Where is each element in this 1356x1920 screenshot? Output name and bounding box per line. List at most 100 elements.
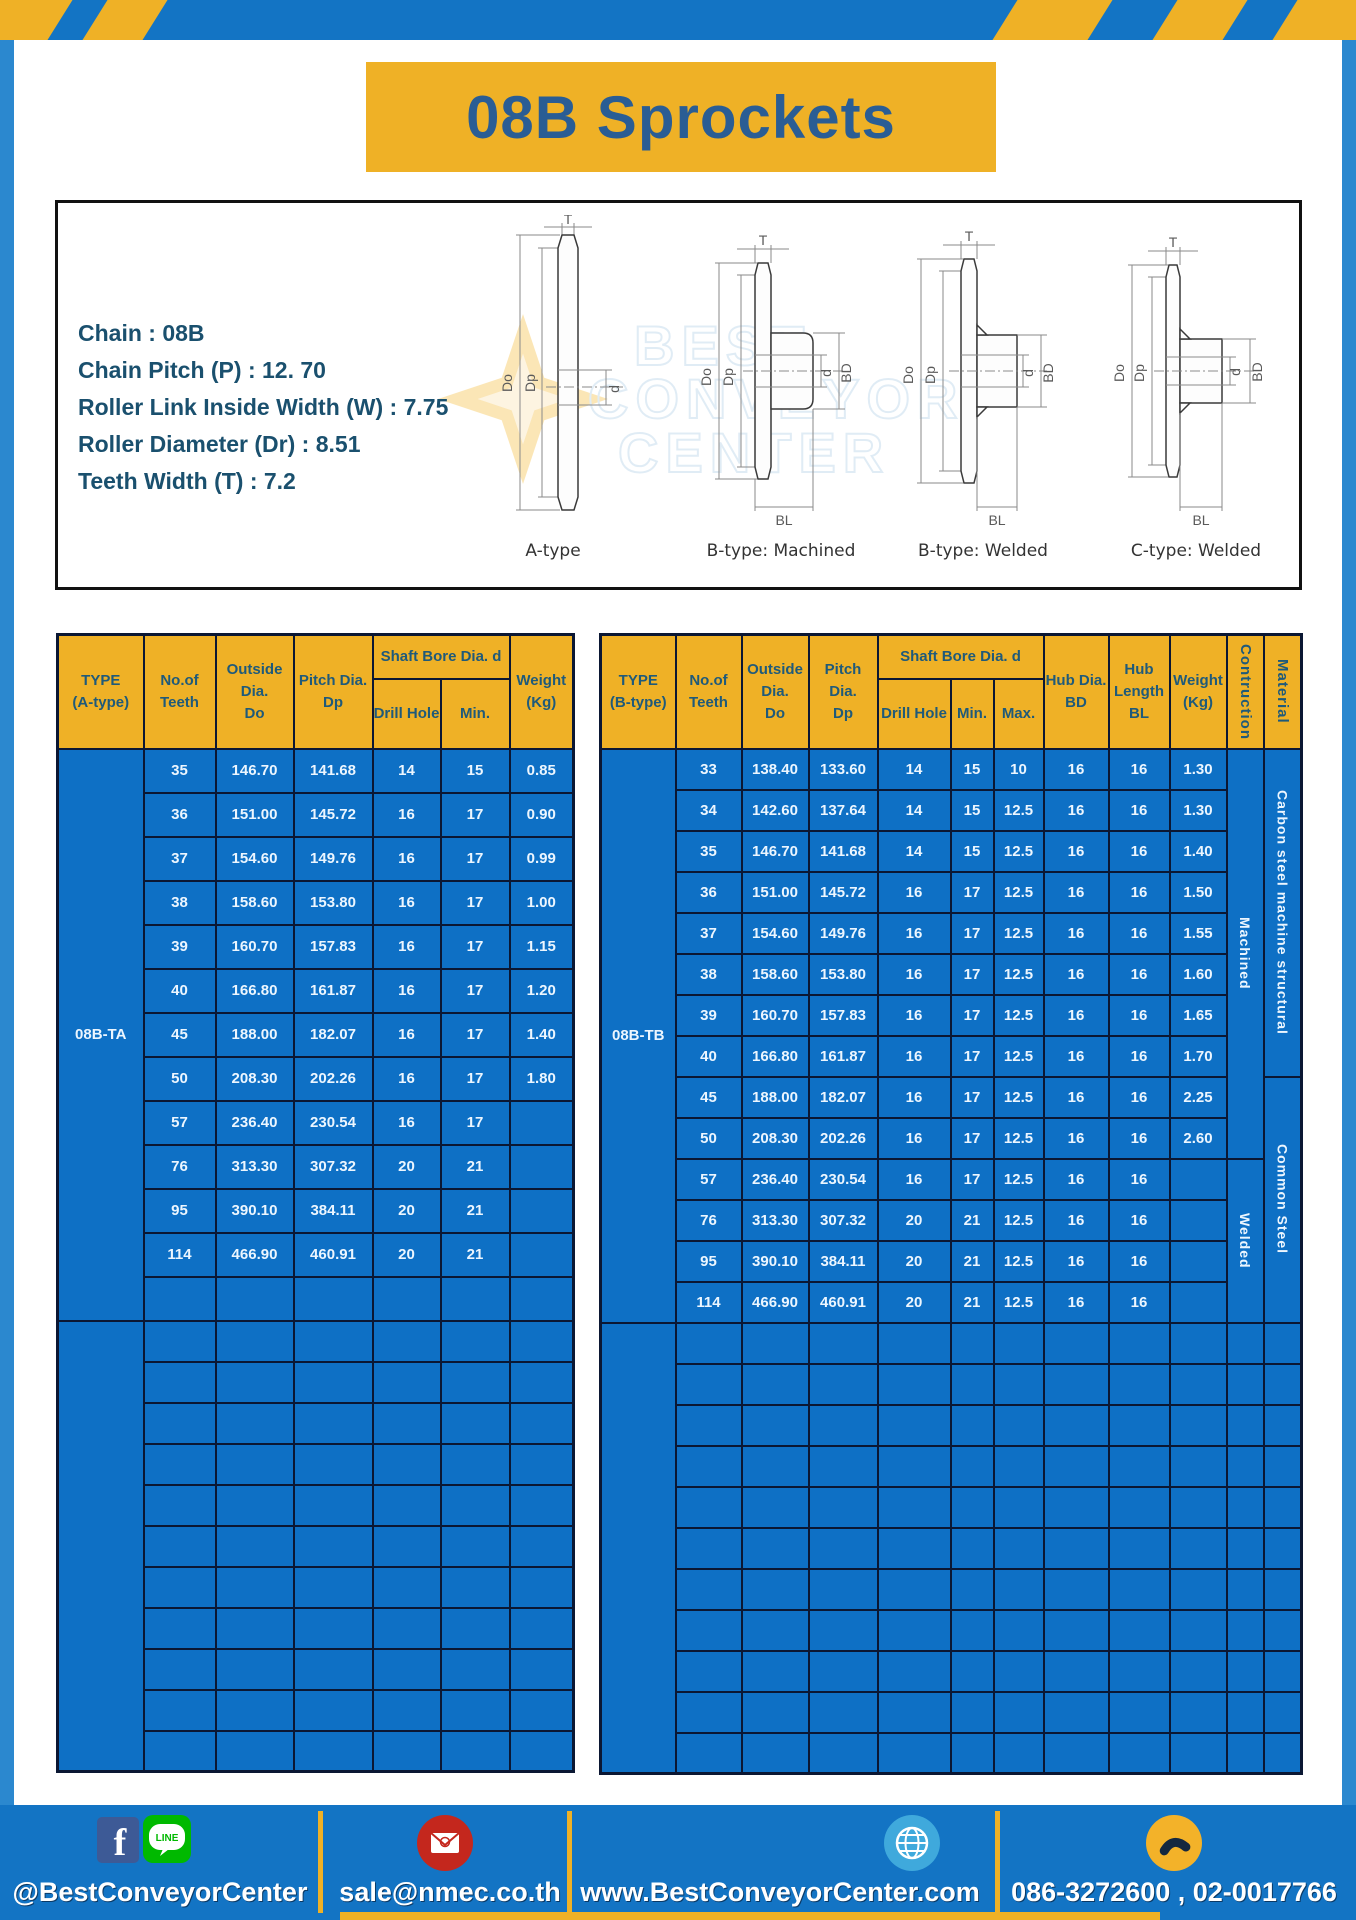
footer-bottom-strip	[340, 1912, 1160, 1920]
data-cell: 16	[1042, 1034, 1110, 1078]
data-cell	[214, 1647, 295, 1691]
data-cell	[508, 1524, 575, 1568]
data-cell: 466.90	[740, 1280, 810, 1324]
data-cell: 38	[142, 879, 217, 926]
diagram-caption: A-type	[525, 541, 581, 561]
table-row	[58, 1565, 575, 1609]
table-row	[601, 1567, 1303, 1611]
data-cell: 154.60	[740, 911, 810, 955]
table-row	[601, 1731, 1303, 1775]
data-cell	[508, 1275, 575, 1322]
dim-label-bl: BL	[988, 512, 1005, 528]
data-cell	[876, 1362, 952, 1406]
data-cell	[674, 1444, 743, 1488]
data-cell: 16	[1042, 870, 1110, 914]
data-cell	[371, 1729, 442, 1773]
table-row	[601, 1485, 1303, 1529]
col-header-shaft_bore: Shaft Bore Dia. d	[371, 633, 511, 680]
data-cell: 16	[1107, 911, 1171, 955]
data-cell: 57	[674, 1157, 743, 1201]
dim-label-d: d	[1227, 368, 1243, 376]
data-cell	[674, 1567, 743, 1611]
data-cell	[1225, 1567, 1265, 1611]
data-cell: 16	[371, 923, 442, 970]
data-cell: 146.70	[740, 829, 810, 873]
data-cell	[142, 1442, 217, 1486]
sprocket-table-a-type: TYPE (A-type) No.of Teeth Outside Dia. Do P…	[56, 633, 576, 1773]
data-cell: 16	[1107, 747, 1171, 791]
data-cell: 2.25	[1168, 1075, 1228, 1119]
data-cell	[1107, 1608, 1171, 1652]
data-cell	[1262, 1690, 1303, 1734]
data-cell: 17	[439, 1011, 511, 1058]
data-cell	[214, 1319, 295, 1363]
data-cell	[1262, 1444, 1303, 1488]
data-cell: 161.87	[807, 1034, 879, 1078]
data-cell	[1042, 1485, 1110, 1529]
data-cell: 16	[876, 993, 952, 1037]
table-row: 39 160.70 157.83 16 17 12.5 16 16 1.65	[601, 993, 1302, 1037]
a-type-diagram: T Do Dp d	[499, 215, 623, 511]
data-cell: 21	[439, 1187, 511, 1234]
email-icon[interactable]	[417, 1815, 473, 1871]
data-cell	[1042, 1567, 1110, 1611]
line-icon[interactable]: LINE	[143, 1815, 191, 1863]
table-row	[601, 1526, 1303, 1570]
data-cell	[1042, 1444, 1110, 1488]
table-row: 45 188.00 182.07 16 17 1.40	[58, 1011, 575, 1058]
data-cell: 17	[949, 993, 995, 1037]
data-cell	[292, 1729, 374, 1773]
data-cell	[508, 1401, 575, 1445]
data-cell	[1262, 1567, 1303, 1611]
data-cell: 149.76	[807, 911, 879, 955]
data-cell	[292, 1565, 374, 1609]
data-cell	[807, 1321, 879, 1365]
data-cell	[949, 1649, 995, 1693]
data-cell	[949, 1444, 995, 1488]
data-cell	[674, 1649, 743, 1693]
data-cell	[439, 1319, 511, 1363]
data-cell	[807, 1444, 879, 1488]
data-cell	[674, 1485, 743, 1529]
table-row	[599, 1321, 1303, 1775]
data-cell	[807, 1608, 879, 1652]
data-cell: 158.60	[214, 879, 295, 926]
b-type-welded-diagram: T Do Dp d BD BL	[900, 228, 1056, 528]
data-cell: 460.91	[807, 1280, 879, 1324]
table-row	[601, 1403, 1303, 1447]
data-cell	[371, 1360, 442, 1404]
data-cell: 149.76	[292, 835, 374, 882]
social-handle[interactable]: @BestConveyorCenter	[12, 1877, 308, 1907]
col-header-type: TYPE (B-type)	[599, 633, 677, 750]
email-address[interactable]: sale@nmec.co.th	[339, 1877, 561, 1907]
data-cell	[142, 1524, 217, 1568]
data-cell: 21	[949, 1198, 995, 1242]
data-cell: 17	[949, 1075, 995, 1119]
globe-icon[interactable]	[884, 1815, 940, 1871]
data-cell	[1225, 1608, 1265, 1652]
data-cell	[1168, 1280, 1228, 1324]
footer-divider	[567, 1811, 572, 1913]
type-cell: 08B-TB	[599, 747, 677, 1324]
type-cell: 08B-TA	[56, 747, 145, 1322]
data-cell	[1262, 1362, 1303, 1406]
phone-numbers[interactable]: 086-3272600 , 02-0017766	[1011, 1877, 1337, 1907]
data-cell: 12.5	[992, 1075, 1045, 1119]
data-cell: 16	[1042, 1239, 1110, 1283]
data-cell: 16	[1107, 1198, 1171, 1242]
data-cell: 17	[439, 1055, 511, 1102]
data-cell	[1262, 1608, 1303, 1652]
data-cell: 12.5	[992, 911, 1045, 955]
website-url[interactable]: www.BestConveyorCenter.com	[580, 1877, 980, 1907]
data-cell: 16	[371, 1055, 442, 1102]
phone-icon[interactable]	[1146, 1815, 1202, 1871]
col-header-weight: Weight (Kg)	[1168, 633, 1228, 750]
col-header-teeth: No.of Teeth	[142, 633, 217, 750]
facebook-icon[interactable]: f	[97, 1815, 139, 1863]
data-cell: 16	[1042, 1116, 1110, 1160]
data-cell	[992, 1649, 1045, 1693]
data-cell	[740, 1485, 810, 1529]
data-cell	[740, 1608, 810, 1652]
data-cell	[142, 1319, 217, 1363]
data-cell	[439, 1565, 511, 1609]
